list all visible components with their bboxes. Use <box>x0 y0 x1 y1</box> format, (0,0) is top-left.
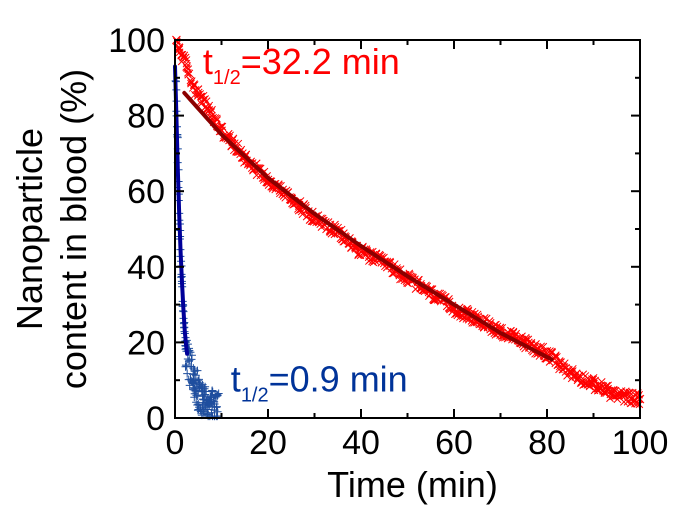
red-series-point-677 <box>604 381 612 390</box>
red-series-point-46 <box>185 69 194 78</box>
annotation-value: =32.2 min <box>241 41 400 82</box>
fit-curves <box>173 64 554 362</box>
red-series-point-86 <box>213 114 221 123</box>
red-series-point-39 <box>181 53 190 62</box>
blue-series-point-175 <box>205 398 214 407</box>
red-series-point-600 <box>553 352 561 361</box>
red-series-point-674 <box>602 389 610 398</box>
blue-series-point-194 <box>214 389 223 398</box>
x-axis-title: Time (min) <box>327 464 498 505</box>
red-series-point-612 <box>560 359 569 368</box>
tick-labels: 0 20 40 60 80 100 0 20 40 60 80 100 <box>108 22 668 462</box>
annotation-symbol: t <box>231 359 241 400</box>
blue-series-point-191 <box>213 391 222 400</box>
blue-series-point-187 <box>210 405 219 414</box>
half-life-annotation-1: t1/2=0.9 min <box>231 359 408 407</box>
red-series-point-95 <box>218 122 227 131</box>
blue-series-point-70 <box>181 361 190 370</box>
red-series-point-87 <box>213 116 222 124</box>
red-series-point-79 <box>208 105 216 114</box>
red-series-point-286 <box>344 239 353 248</box>
annotation-value: =0.9 min <box>269 359 408 400</box>
data-markers <box>171 35 645 421</box>
blue-series-point-189 <box>210 397 219 406</box>
x-tick-label-3: 60 <box>435 424 473 462</box>
blue-series-point-134 <box>198 380 207 389</box>
red-series-point-693 <box>614 389 622 397</box>
red-series-point-32 <box>175 43 184 52</box>
y-tick-label-5: 100 <box>108 22 165 60</box>
x-tick-label-1: 20 <box>249 424 287 462</box>
red-series-point-351 <box>388 269 397 278</box>
red-series-point-666 <box>597 378 606 386</box>
y-tick-label-4: 80 <box>127 98 165 136</box>
blue-series-point-105 <box>193 366 202 375</box>
red-series-point-60 <box>194 85 203 94</box>
y-tick-label-1: 20 <box>127 324 165 362</box>
red-series-point-518 <box>498 323 507 332</box>
red-series-point-230 <box>307 217 316 226</box>
fit-curve-2 <box>182 90 554 362</box>
y-axis-title-line-2: content in blood (%) <box>53 69 94 389</box>
blue-series-point-171 <box>208 386 217 395</box>
blue-series-point-84 <box>185 356 194 365</box>
red-series-point-706 <box>622 388 631 397</box>
red-series-point-72 <box>202 97 211 105</box>
red-series-point-45 <box>184 65 193 73</box>
fit-curve-3 <box>173 64 190 356</box>
y-tick-label-0: 0 <box>146 400 165 438</box>
x-tick-label-2: 40 <box>342 424 380 462</box>
y-axis-title-line-1: Nanoparticle <box>9 128 50 330</box>
red-series-point-658 <box>591 376 599 385</box>
red-series-point-40 <box>182 56 191 64</box>
blue-series-point-80 <box>187 351 196 360</box>
annotation-symbol: t <box>203 41 213 82</box>
blue-series-point-100 <box>189 370 198 379</box>
annotation-subscript: 1/2 <box>241 385 269 407</box>
axis-ticks <box>174 39 641 419</box>
red-series-point-569 <box>532 340 540 348</box>
red-series-point-38 <box>180 51 189 60</box>
blue-series-point-123 <box>195 403 204 412</box>
y-tick-label-2: 40 <box>127 249 165 287</box>
annotation-subscript: 1/2 <box>213 67 241 89</box>
blue-series-point-110 <box>194 376 203 385</box>
half-life-annotation-0: t1/2=32.2 min <box>203 41 400 89</box>
y-tick-label-3: 60 <box>127 173 165 211</box>
red-series-point-217 <box>298 210 307 219</box>
blue-series-point-142 <box>199 406 208 415</box>
red-series-point-42 <box>182 59 191 68</box>
x-tick-label-4: 80 <box>528 424 566 462</box>
red-series-point-37 <box>179 53 187 62</box>
x-tick-label-0: 0 <box>166 424 185 462</box>
red-series-point-300 <box>354 251 362 260</box>
blue-series-point-151 <box>200 384 209 393</box>
x-tick-label-5: 100 <box>612 424 669 462</box>
red-series-point-547 <box>518 332 526 341</box>
